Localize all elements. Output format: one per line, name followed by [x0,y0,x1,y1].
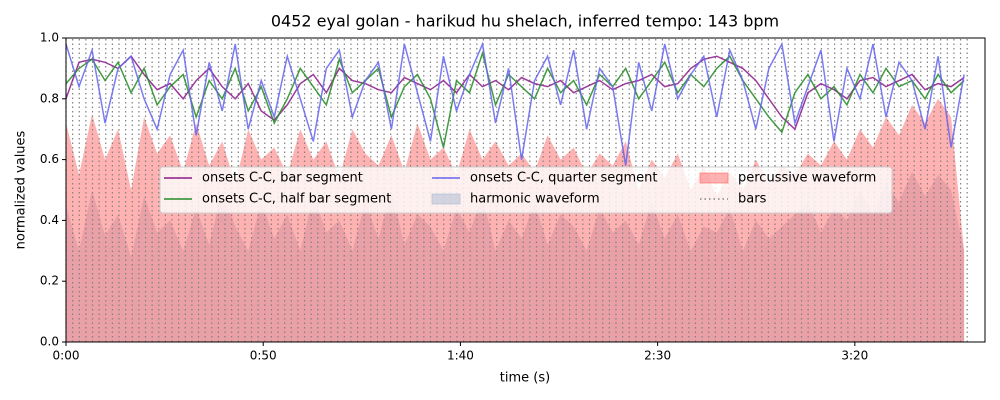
y-tick-label: 0.2 [40,274,59,288]
line [65,41,965,166]
x-axis-label: time (s) [500,371,550,386]
legend-label: bars [738,192,767,207]
legend-label: onsets C-C, bar segment [202,171,363,186]
x-tick-label: 2:30 [644,349,671,363]
legend-label: onsets C-C, half bar segment [202,192,391,207]
y-tick-label: 0.0 [40,335,59,349]
legend-swatch [699,172,729,184]
x-tick-label: 0:00 [53,349,80,363]
legend-label: percussive waveform [738,171,876,186]
x-tick-label: 3:20 [841,349,868,363]
y-tick-label: 1.0 [40,31,59,45]
axes-frame [65,37,986,343]
legend-label: harmonic waveform [470,192,600,207]
y-tick-label: 0.4 [40,213,59,227]
y-axis-label: normalized values [14,130,29,249]
legend-label: onsets C-C, quarter segment [470,171,657,186]
legend-swatch [431,193,461,205]
line [65,50,965,148]
legend: onsets C-C, bar segment onsets C-C, half … [159,166,893,214]
axes: 0.0 0.2 0.4 0.6 0.8 1.0 0:00 0:50 1:40 2:30 3:20 [40,31,986,363]
y-tick-label: 0.8 [40,91,59,105]
chart-title: 0452 eyal golan - harikud hu shelach, in… [271,12,779,31]
plot-area [65,38,968,342]
y-tick-label: 0.6 [40,152,59,166]
x-tick-label: 1:40 [447,349,474,363]
x-tick-label: 0:50 [250,349,277,363]
area [66,98,965,342]
